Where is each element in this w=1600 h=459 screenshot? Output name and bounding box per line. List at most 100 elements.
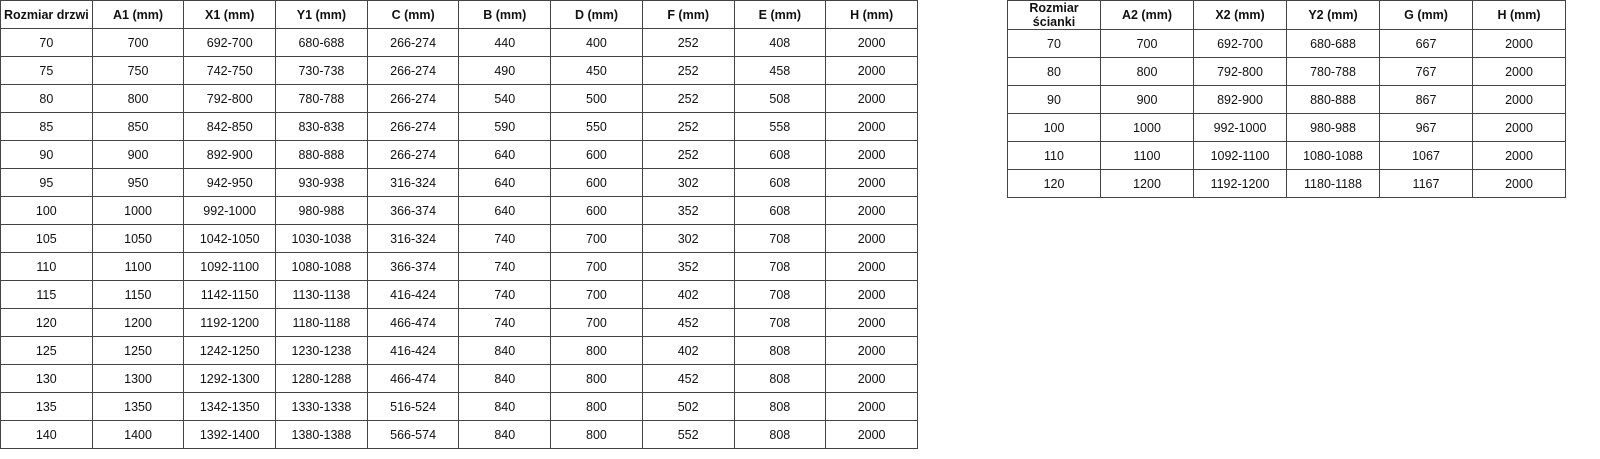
table-cell: 1067 (1379, 141, 1473, 170)
table-cell: 892-900 (1193, 85, 1287, 114)
table-cell: 2000 (825, 84, 918, 113)
table-cell: 508 (733, 84, 827, 113)
table-cell: 502 (641, 392, 735, 421)
table-row: 135 1350 1342-1350 1330-1338 516-524 840 800 50… (0, 392, 918, 421)
table-cell: 608 (733, 140, 827, 169)
table-cell: 1130-1138 (275, 280, 368, 309)
table-cell: 740 (458, 252, 552, 281)
column-header: Rozmiar drzwi (0, 0, 93, 29)
table-cell: 792-800 (1193, 57, 1287, 86)
table-row: 110 1100 1092-1100 1080-1088 1067 2000 (1007, 141, 1566, 170)
table-cell: 440 (458, 28, 552, 57)
table-cell: 700 (91, 28, 185, 57)
table-cell: 808 (733, 364, 827, 393)
column-header: D (mm) (550, 0, 643, 29)
table-cell: 466-474 (366, 308, 460, 337)
table-cell: 740 (458, 308, 552, 337)
table-cell: 302 (641, 168, 735, 197)
table-cell: 402 (641, 280, 735, 309)
table-cell: 608 (733, 196, 827, 225)
table-cell: 2000 (825, 28, 918, 57)
table-cell: 840 (458, 392, 552, 421)
table-cell: 750 (91, 56, 185, 85)
table-cell: 135 (0, 392, 93, 421)
table-cell: 1380-1388 (275, 420, 368, 449)
table-cell: 840 (458, 364, 552, 393)
table-row: 130 1300 1292-1300 1280-1288 466-474 840 800 45… (0, 364, 918, 393)
table-cell: 252 (641, 56, 735, 85)
table-cell: 120 (1007, 169, 1101, 198)
table-cell: 2000 (1472, 141, 1566, 170)
table-cell: 266-274 (366, 140, 460, 169)
table-cell: 1080-1088 (1286, 141, 1380, 170)
table-cell: 1392-1400 (183, 420, 277, 449)
table-cell: 1400 (91, 420, 185, 449)
table-cell: 800 (550, 392, 643, 421)
table-cell: 608 (733, 168, 827, 197)
table-cell: 800 (550, 420, 643, 449)
table-cell: 1192-1200 (183, 308, 277, 337)
table-cell: 490 (458, 56, 552, 85)
table-cell: 408 (733, 28, 827, 57)
table-cell: 366-374 (366, 252, 460, 281)
table-cell: 252 (641, 112, 735, 141)
table-cell: 700 (550, 308, 643, 337)
table-cell: 800 (1100, 57, 1194, 86)
table-cell: 2000 (1472, 29, 1566, 58)
table-cell: 450 (550, 56, 643, 85)
table-cell: 992-1000 (183, 196, 277, 225)
table-cell: 2000 (825, 280, 918, 309)
table-cell: 700 (550, 280, 643, 309)
column-header: Rozmiar ścianki (1007, 0, 1101, 30)
table-cell: 2000 (1472, 169, 1566, 198)
table-cell: 600 (550, 196, 643, 225)
table-cell: 1242-1250 (183, 336, 277, 365)
table-cell: 566-574 (366, 420, 460, 449)
table-cell: 792-800 (183, 84, 277, 113)
table-cell: 980-988 (1286, 113, 1380, 142)
table-cell: 767 (1379, 57, 1473, 86)
table-cell: 708 (733, 280, 827, 309)
table-cell: 700 (550, 252, 643, 281)
table-cell: 452 (641, 308, 735, 337)
table-row: 90 900 892-900 880-888 867 2000 (1007, 85, 1566, 114)
table-cell: 1142-1150 (183, 280, 277, 309)
table-cell: 266-274 (366, 56, 460, 85)
table-cell: 1050 (91, 224, 185, 253)
table-cell: 1042-1050 (183, 224, 277, 253)
table-cell: 252 (641, 28, 735, 57)
table-cell: 2000 (825, 364, 918, 393)
table-cell: 1180-1188 (275, 308, 368, 337)
wall-dimensions-table: Rozmiar ścianki A2 (mm) X2 (mm) Y2 (mm) G (m… (1007, 0, 1566, 198)
table-cell: 808 (733, 336, 827, 365)
table-cell: 2000 (825, 392, 918, 421)
table-cell: 120 (0, 308, 93, 337)
table-cell: 1150 (91, 280, 185, 309)
table-row: 95 950 942-950 930-938 316-324 640 600 302 608 20… (0, 168, 918, 197)
table-cell: 600 (550, 168, 643, 197)
column-header: C (mm) (366, 0, 460, 29)
table-cell: 892-900 (183, 140, 277, 169)
table-cell: 252 (641, 140, 735, 169)
table-cell: 867 (1379, 85, 1473, 114)
table-cell: 730-738 (275, 56, 368, 85)
table-cell: 1350 (91, 392, 185, 421)
table-cell: 400 (550, 28, 643, 57)
table-cell: 95 (0, 168, 93, 197)
table-cell: 880-888 (275, 140, 368, 169)
table-cell: 780-788 (275, 84, 368, 113)
table-cell: 742-750 (183, 56, 277, 85)
table-cell: 830-838 (275, 112, 368, 141)
table-cell: 366-374 (366, 196, 460, 225)
table-cell: 692-700 (183, 28, 277, 57)
table-cell: 850 (91, 112, 185, 141)
table-cell: 85 (0, 112, 93, 141)
column-header: A1 (mm) (91, 0, 185, 29)
table-cell: 708 (733, 252, 827, 281)
table-cell: 680-688 (1286, 29, 1380, 58)
table-cell: 1100 (1100, 141, 1194, 170)
table-cell: 840 (458, 336, 552, 365)
table-cell: 950 (91, 168, 185, 197)
table-cell: 2000 (825, 252, 918, 281)
table-cell: 840 (458, 420, 552, 449)
